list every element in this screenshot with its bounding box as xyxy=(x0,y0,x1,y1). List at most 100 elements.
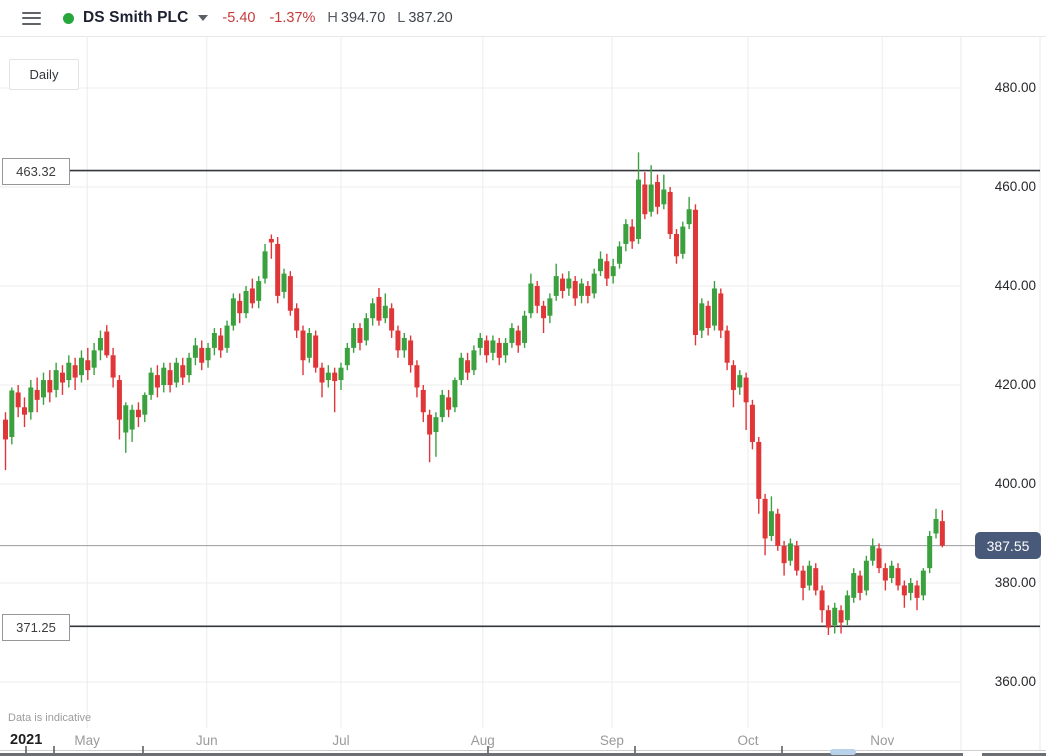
candle-body xyxy=(116,380,122,420)
candle-body xyxy=(686,209,692,225)
candle-body xyxy=(110,355,116,378)
candle-body xyxy=(230,298,236,326)
price-level-label: 371.25 xyxy=(2,613,70,641)
candle-body xyxy=(256,281,262,301)
candle-body xyxy=(471,350,477,371)
menu-icon[interactable] xyxy=(22,11,41,25)
candle-body xyxy=(838,610,844,623)
candle-body xyxy=(610,266,616,277)
candle-body xyxy=(927,535,933,569)
candle-body xyxy=(97,337,103,351)
candle-body xyxy=(135,409,141,418)
candle-body xyxy=(142,394,148,415)
candle-body xyxy=(300,330,306,361)
candle-body xyxy=(78,357,84,376)
candle-body xyxy=(920,570,926,596)
candle-body xyxy=(319,367,325,383)
candle-body xyxy=(585,286,591,296)
indicative-data-watermark: Data is indicative xyxy=(8,712,92,724)
candle-body xyxy=(186,357,192,376)
y-axis-tick-label: 380.00 xyxy=(994,575,1036,590)
candle-body xyxy=(173,362,179,383)
candle-body xyxy=(237,300,243,314)
year-label: 2021 xyxy=(10,732,43,748)
high-value: 394.70 xyxy=(340,10,386,26)
candle-body xyxy=(34,389,40,400)
candle-body xyxy=(522,315,528,343)
candle-body xyxy=(661,189,667,205)
candle-body xyxy=(344,347,350,366)
candle-body xyxy=(534,286,540,306)
candle-body xyxy=(408,340,414,366)
instrument-name[interactable]: DS Smith PLC xyxy=(83,9,189,26)
candle-body xyxy=(781,545,787,564)
candle-body xyxy=(490,340,496,353)
candle-body xyxy=(401,337,407,351)
candle-body xyxy=(458,357,464,381)
candle-body xyxy=(370,303,376,319)
candle-body xyxy=(832,607,838,626)
candle-body xyxy=(623,224,629,244)
x-axis-month-label: Nov xyxy=(870,733,895,748)
candle-body xyxy=(294,308,300,331)
candle-body xyxy=(743,377,749,403)
candle-body xyxy=(129,409,135,430)
candle-body xyxy=(224,325,230,348)
candle-body xyxy=(363,318,369,341)
candle-body xyxy=(730,365,736,390)
candle-body xyxy=(756,441,762,499)
candle-body xyxy=(692,209,698,336)
candle-body xyxy=(21,407,27,415)
chevron-down-icon[interactable] xyxy=(198,15,209,21)
candle-body xyxy=(819,590,825,611)
candle-body xyxy=(325,372,331,381)
candle-body xyxy=(598,258,604,272)
candle-body xyxy=(452,380,458,408)
candle-body xyxy=(851,573,857,598)
interval-selector[interactable]: Daily xyxy=(9,59,79,90)
candle-body xyxy=(895,568,901,586)
candle-body xyxy=(566,278,572,289)
candle-body xyxy=(870,545,876,561)
candle-body xyxy=(882,568,888,581)
candle-body xyxy=(939,521,945,546)
candle-body xyxy=(572,281,578,299)
candle-body xyxy=(465,360,471,373)
price-change-percent: -1.37% xyxy=(269,10,316,26)
y-axis-tick-label: 460.00 xyxy=(994,179,1036,194)
chart-header: DS Smith PLC -5.40 -1.37% H 394.70 L 387.2… xyxy=(0,0,1046,37)
candle-body xyxy=(211,333,217,348)
bottom-edge-strip xyxy=(0,753,963,756)
candle-body xyxy=(699,303,705,331)
candle-body xyxy=(711,288,717,326)
candle-body xyxy=(813,568,819,591)
candle-body xyxy=(787,543,793,561)
x-axis-month-label: Oct xyxy=(737,733,759,748)
bottom-edge-strip xyxy=(982,753,1046,756)
candle-body xyxy=(338,367,344,381)
candle-body xyxy=(541,305,547,319)
candle-body xyxy=(484,340,490,356)
candle-body xyxy=(66,362,72,381)
candle-body xyxy=(249,288,255,304)
candle-body xyxy=(376,296,382,321)
candle-body xyxy=(287,276,293,311)
candle-body xyxy=(59,372,65,383)
candle-body xyxy=(547,298,553,316)
x-axis-month-label: Aug xyxy=(470,733,495,748)
candle-body xyxy=(433,417,439,433)
candle-body xyxy=(154,375,160,388)
candle-body xyxy=(800,570,806,588)
scrollbar-thumb[interactable] xyxy=(830,749,856,755)
candle-body xyxy=(28,387,34,413)
candle-body xyxy=(680,226,686,254)
candle-body xyxy=(737,375,743,388)
candle-body xyxy=(889,565,895,579)
y-axis-tick-label: 400.00 xyxy=(994,476,1036,491)
candle-body xyxy=(180,365,186,378)
candle-body xyxy=(794,545,800,571)
candle-body xyxy=(876,548,882,569)
candle-body xyxy=(167,370,173,385)
y-axis-tick-label: 420.00 xyxy=(994,377,1036,392)
